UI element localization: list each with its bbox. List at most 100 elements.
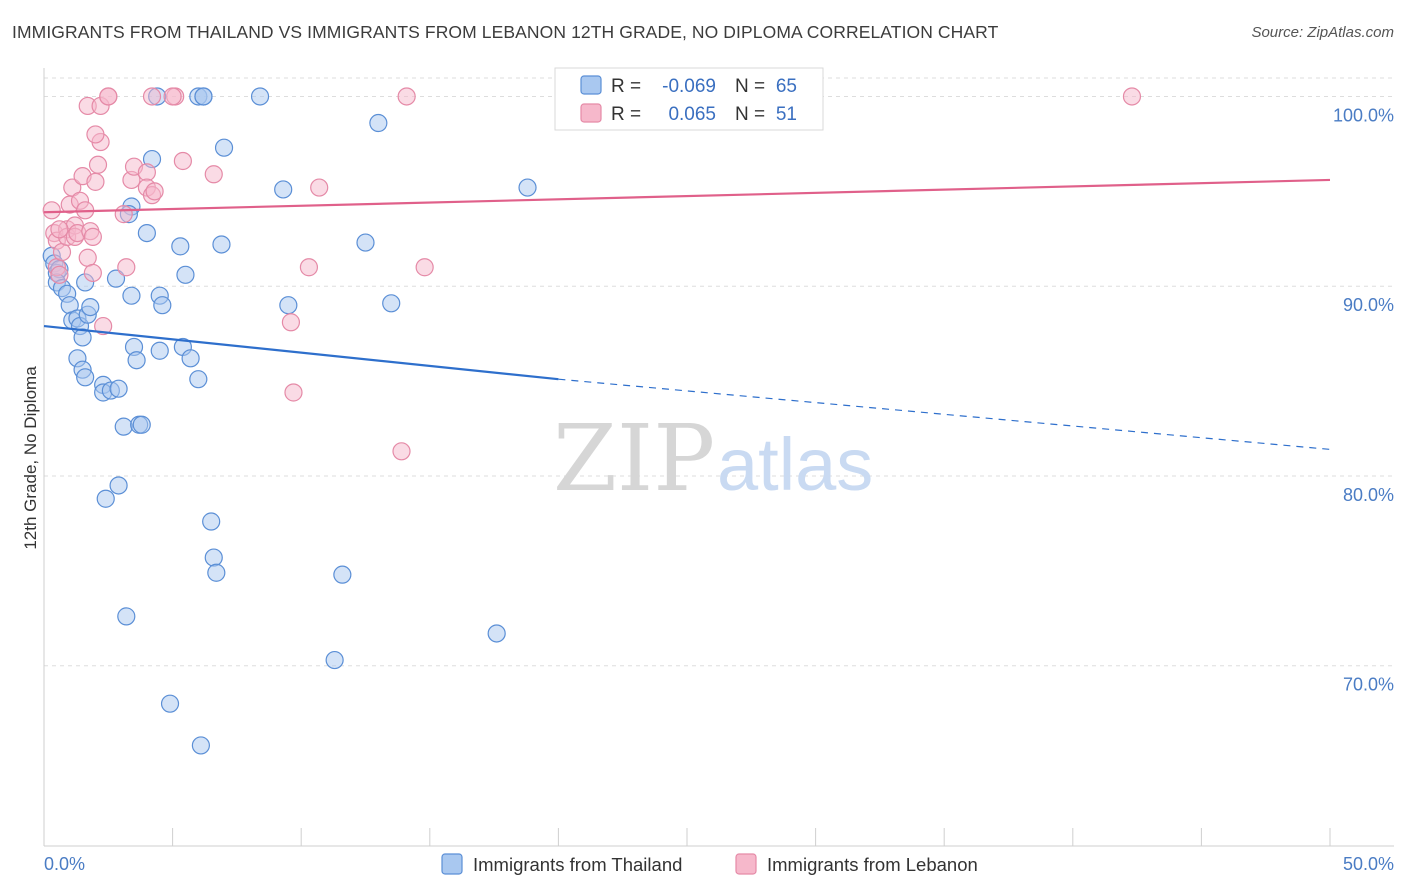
data-point (160, 694, 180, 713)
data-point (132, 415, 151, 434)
legend-item-lebanon-swatch (735, 853, 757, 875)
series-thailand-points (42, 87, 537, 755)
data-point (189, 370, 208, 389)
data-point (153, 296, 172, 315)
data-point (137, 223, 156, 243)
legend-item-thailand: Immigrants from Thailand (473, 854, 682, 875)
data-point (94, 316, 113, 336)
legend-thailand-r-value: -0.069 (662, 76, 716, 97)
x-tick-label-min: 0.0% (44, 854, 85, 874)
data-point (333, 565, 352, 584)
data-point (83, 263, 102, 283)
data-point (204, 548, 223, 567)
data-point (106, 269, 126, 288)
watermark: ZIP atlas (553, 405, 873, 512)
data-point (122, 286, 141, 305)
data-point (214, 138, 234, 157)
legend-thailand-n-label: N = (735, 76, 765, 97)
trend-line-lebanon (43, 178, 1331, 214)
data-point (86, 125, 105, 144)
stats-legend: R = -0.069 N = 65 R = 0.065 N = 51 (554, 67, 824, 131)
data-point (397, 87, 416, 106)
data-point (1122, 87, 1142, 106)
data-point (99, 87, 118, 106)
series-legend: Immigrants from Thailand Immigrants from… (441, 853, 978, 875)
data-point (207, 563, 226, 582)
trend-lines (43, 178, 1331, 451)
data-point (181, 349, 200, 368)
chart-title: IMMIGRANTS FROM THAILAND VS IMMIGRANTS F… (12, 22, 999, 42)
y-axis-label: 12th Grade, No Diploma (21, 366, 40, 550)
data-point (109, 379, 128, 398)
source-label: Source: ZipAtlas.com (1251, 24, 1394, 41)
legend-lebanon-r-value: 0.065 (668, 104, 716, 125)
data-point (194, 87, 213, 106)
data-point (191, 736, 210, 755)
data-point (356, 233, 375, 252)
y-tick-label: 100.0% (1333, 105, 1394, 125)
data-point (52, 242, 72, 262)
legend-swatch-lebanon (580, 103, 602, 123)
legend-item-thailand-swatch (441, 853, 463, 875)
y-tick-label: 90.0% (1343, 295, 1394, 315)
data-point (212, 235, 231, 254)
data-point (78, 248, 97, 267)
data-point (142, 87, 162, 106)
data-point (88, 155, 108, 174)
watermark-zip: ZIP (553, 405, 715, 512)
legend-item-lebanon: Immigrants from Lebanon (767, 854, 978, 875)
data-point (369, 113, 388, 133)
data-point (176, 265, 195, 284)
x-tick-label-max: 50.0% (1343, 854, 1394, 874)
legend-lebanon-n-label: N = (735, 104, 765, 125)
data-point (325, 650, 344, 670)
data-point (96, 489, 115, 508)
legend-thailand-n-value: 65 (776, 76, 797, 97)
legend-lebanon-r-label: R = (611, 104, 641, 125)
y-tick-labels: 70.0% 80.0% 90.0% 100.0% (1333, 105, 1394, 694)
legend-lebanon-n-value: 51 (776, 104, 797, 125)
data-point (42, 201, 61, 220)
data-point (171, 237, 190, 256)
data-point (250, 87, 270, 106)
data-point (299, 258, 319, 277)
data-point (137, 163, 156, 182)
watermark-atlas: atlas (717, 423, 873, 506)
data-point (145, 182, 164, 201)
data-point (173, 151, 192, 171)
legend-thailand-r-label: R = (611, 76, 641, 97)
gridlines (44, 77, 1394, 667)
data-point (310, 178, 329, 197)
trend-line-thailand (43, 324, 559, 381)
data-point (163, 87, 182, 106)
data-point (518, 178, 537, 197)
data-point (109, 476, 128, 495)
data-point (284, 383, 303, 402)
data-point (76, 368, 95, 387)
data-point (117, 607, 136, 626)
data-point (114, 205, 133, 224)
data-point (114, 417, 133, 436)
axes (43, 68, 1394, 847)
legend-swatch-thailand (580, 75, 602, 95)
data-point (392, 442, 411, 461)
data-point (150, 341, 169, 360)
data-point (50, 220, 69, 239)
x-axis-ticks (172, 828, 1331, 846)
data-point (281, 313, 301, 332)
series-lebanon-points (42, 87, 1142, 461)
data-point (382, 294, 401, 313)
data-point (81, 297, 100, 317)
data-point (86, 172, 105, 191)
data-point (487, 624, 506, 643)
data-point (202, 512, 221, 531)
data-point (415, 258, 434, 277)
data-point (127, 351, 146, 370)
data-point (50, 265, 69, 284)
data-point (204, 165, 223, 184)
data-point (117, 258, 136, 277)
y-tick-label: 80.0% (1343, 485, 1394, 505)
data-point (274, 180, 293, 199)
y-tick-label: 70.0% (1343, 675, 1394, 695)
